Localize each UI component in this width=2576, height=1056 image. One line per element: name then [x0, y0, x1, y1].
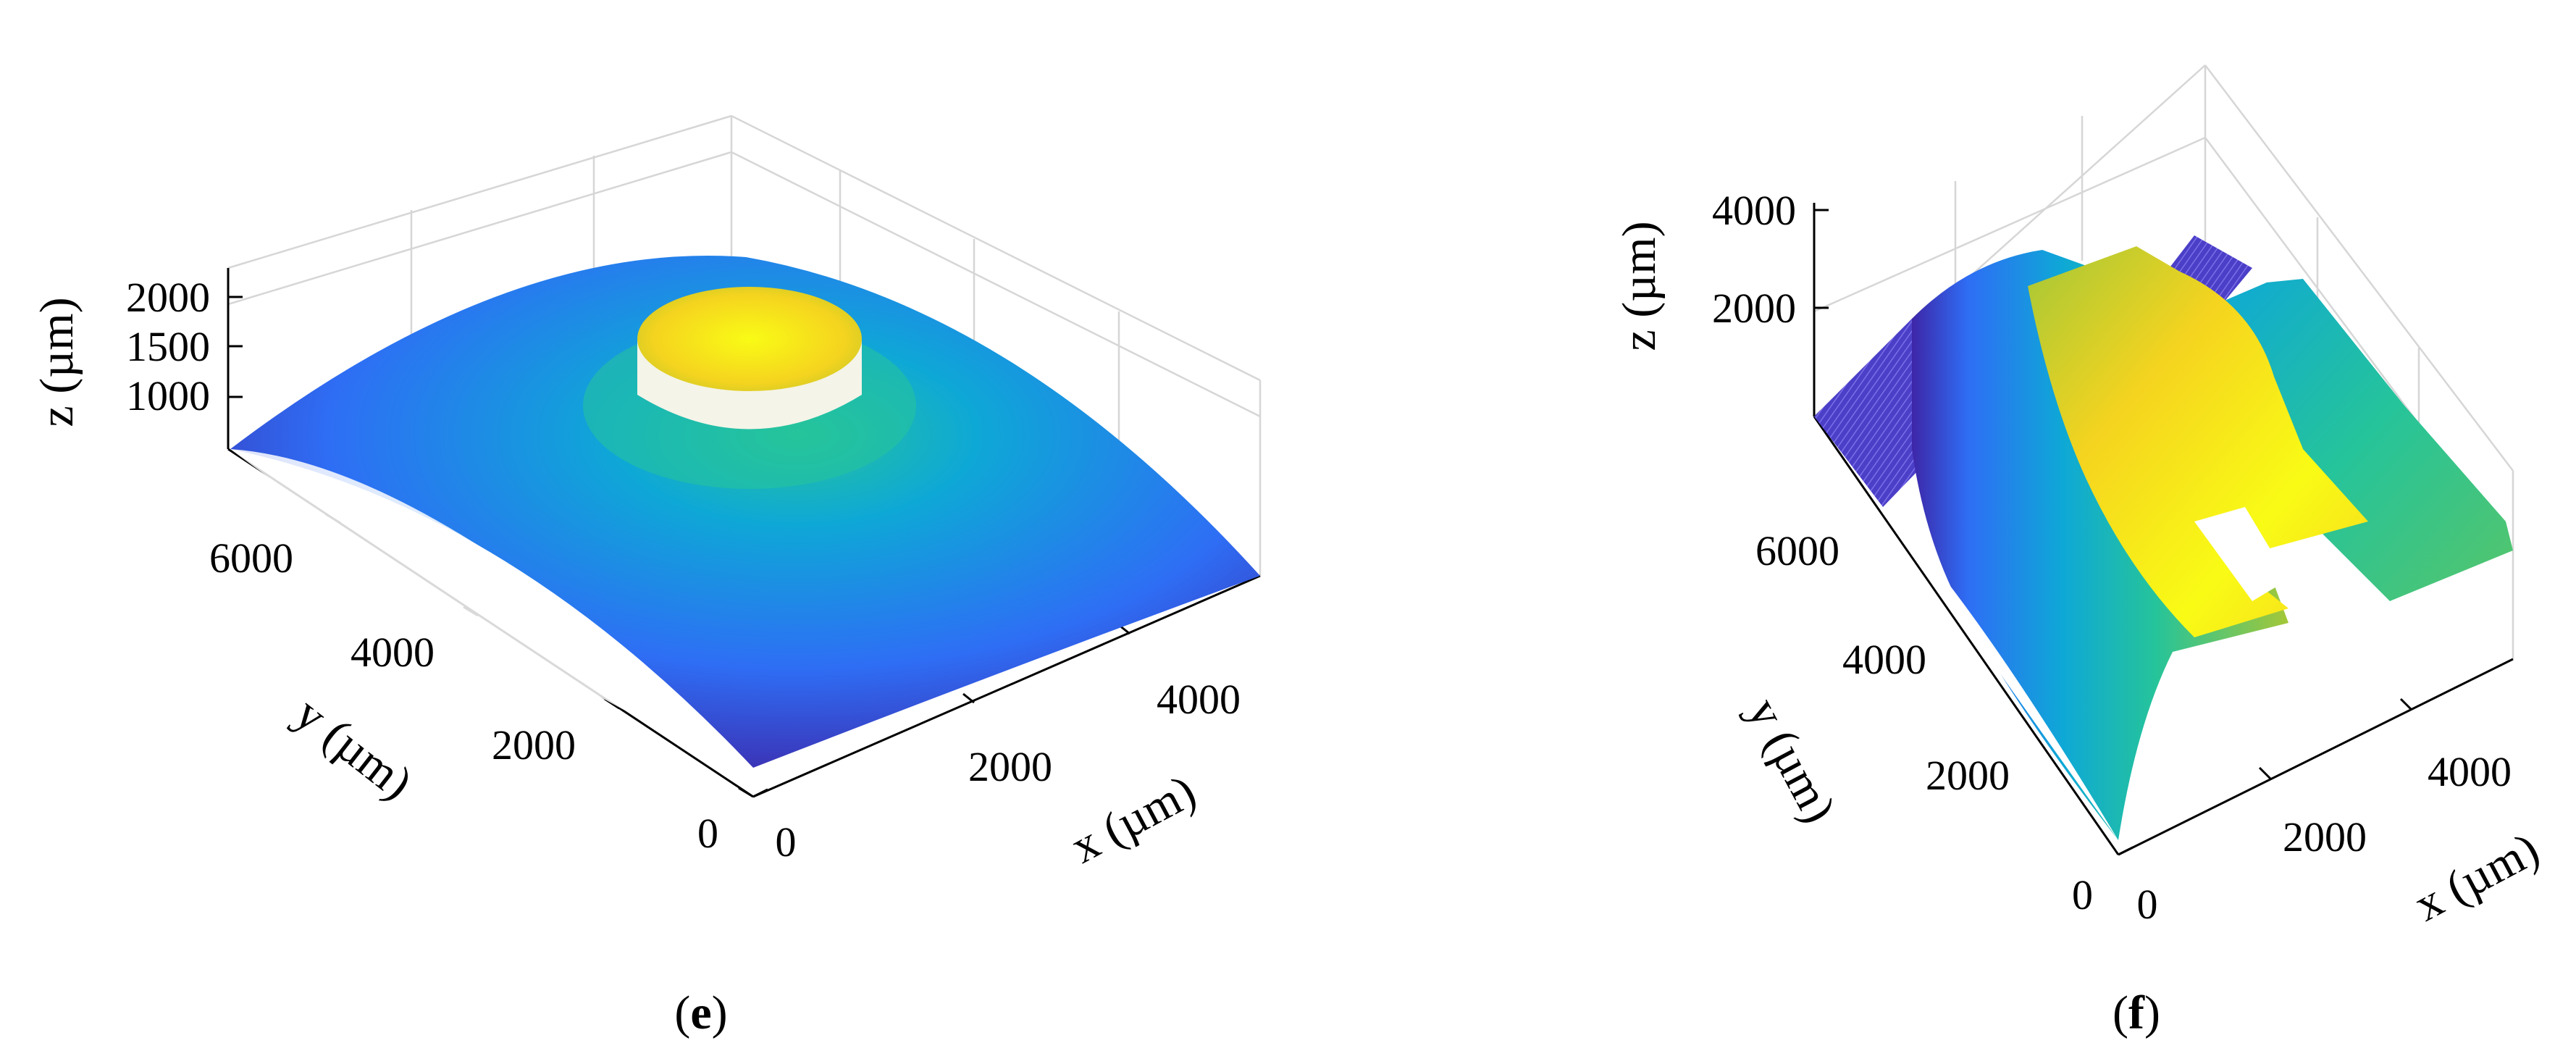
panel-e-y-tick: 6000	[209, 535, 293, 582]
panel-e-y-tick: 2000	[492, 721, 576, 768]
panel-e-y-tick: 0	[697, 810, 718, 857]
panel-e-y-label: y (µm)	[285, 687, 422, 810]
panel-f-z-label: z (µm)	[1613, 221, 1666, 351]
panel-f-tickmarks	[1814, 209, 2413, 856]
panel-f-z-tick-labels: 4000 2000	[1712, 187, 1796, 332]
panel-e-y-tick-labels: 6000 4000 2000 0	[209, 535, 718, 857]
panel-e-z-label: z (µm)	[30, 297, 83, 427]
panel-e-z-tick: 1500	[126, 323, 210, 370]
panel-f-y-tick: 4000	[1842, 636, 1926, 683]
panel-f-underside	[1883, 507, 2118, 840]
panel-f-x-tick: 0	[2137, 881, 2158, 928]
panel-e-x-tick: 2000	[968, 743, 1052, 790]
panel-f: 4000 2000 6000 4000 2000 0 0 2000 4000 z…	[1613, 64, 2548, 1039]
panel-f-y-tick: 2000	[1926, 752, 2010, 799]
panel-f-x-tick-labels: 0 2000 4000	[2137, 748, 2512, 928]
panel-e-label: (e)	[674, 986, 727, 1039]
panel-f-z-tick: 2000	[1712, 285, 1796, 332]
panel-e-x-label: x (µm)	[1062, 765, 1204, 873]
panel-e-z-tick: 2000	[126, 274, 210, 321]
panel-e-surface	[230, 256, 1260, 768]
panel-f-y-tick: 0	[2072, 871, 2093, 918]
panel-f-x-tick: 4000	[2428, 748, 2512, 795]
panel-e-surface-underside	[230, 449, 753, 768]
panel-f-yellow-block	[2028, 246, 2368, 637]
panel-f-y-tick: 6000	[1755, 527, 1839, 574]
panel-e-x-tick-labels: 0 2000 4000	[776, 676, 1241, 866]
panel-f-y-label: y (µm)	[1737, 690, 1846, 831]
panel-f-y-tick-labels: 6000 4000 2000 0	[1755, 527, 2093, 918]
panel-e-x-tick: 4000	[1157, 676, 1241, 723]
panel-e-pad-top	[637, 287, 862, 391]
panel-e-grid	[227, 114, 1262, 576]
panel-f-x-tick: 2000	[2283, 813, 2367, 860]
panel-f-x-label: x (µm)	[2406, 823, 2548, 931]
panel-f-gap	[2194, 507, 2288, 601]
panel-e-z-tick-labels: 2000 1500 1000	[126, 274, 210, 419]
panel-f-z-tick: 4000	[1712, 187, 1796, 234]
panel-f-label: (f)	[2113, 986, 2160, 1039]
panel-f-green-block	[2216, 279, 2513, 601]
panel-e-y-tick: 4000	[351, 629, 435, 676]
panel-f-axes	[1813, 203, 2514, 856]
panel-e-x-tick: 0	[776, 818, 797, 866]
panel-e: 2000 1500 1000 6000 4000 2000 0 0 2000 4…	[30, 114, 1262, 1039]
panel-e-z-tick: 1000	[126, 372, 210, 419]
